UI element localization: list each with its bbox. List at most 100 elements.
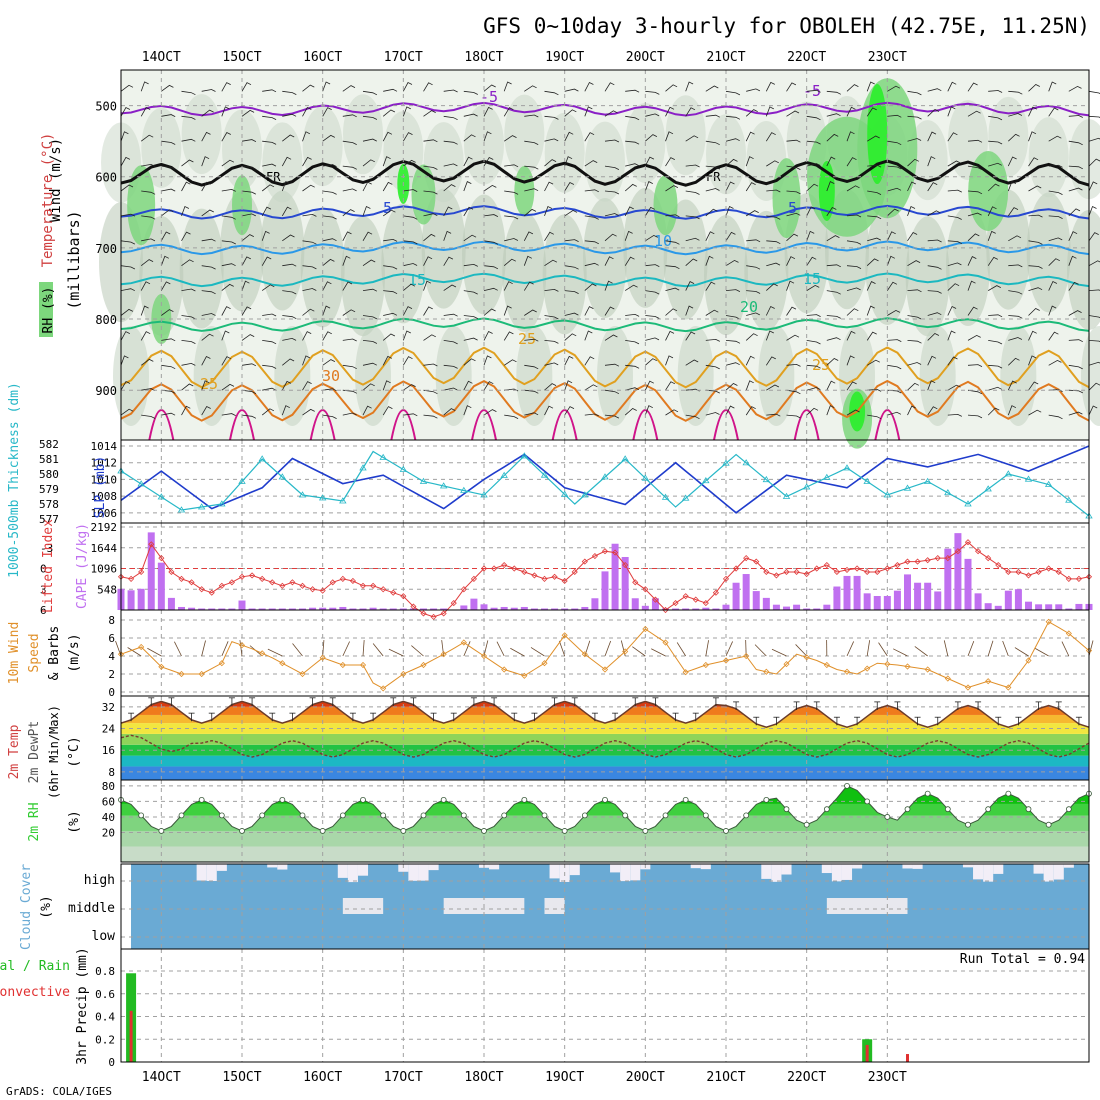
wind-barb xyxy=(771,648,787,657)
cape-bar xyxy=(228,608,236,610)
wind-barb xyxy=(1048,414,1063,420)
rh-point xyxy=(743,812,750,819)
wind-barb xyxy=(705,114,720,118)
ylabel-precip-total: Total / Rain xyxy=(0,959,70,974)
wind-barb xyxy=(120,331,130,341)
wind-barb xyxy=(372,643,384,657)
li-point xyxy=(1045,565,1052,572)
wind-barb xyxy=(665,131,674,142)
rh-point xyxy=(1025,806,1032,813)
x-tick-label-top: 22OCT xyxy=(787,50,826,65)
thickness-point xyxy=(238,477,246,484)
wind-barb xyxy=(745,406,756,416)
rh-shading xyxy=(300,207,345,328)
wind-barb xyxy=(524,338,539,342)
wind-barb xyxy=(746,290,761,294)
cloud-gap-high xyxy=(690,864,701,869)
wind-barb xyxy=(725,383,738,391)
wind-barb xyxy=(1061,641,1070,657)
wind-point xyxy=(218,660,225,667)
wind-barb xyxy=(584,132,595,142)
wind-barb xyxy=(625,313,640,317)
rh-shading xyxy=(758,325,795,426)
thickness-point xyxy=(399,465,408,472)
ylabel-wind: Wind (m/s) xyxy=(48,138,64,222)
wind-barb xyxy=(423,233,436,242)
wind-barb xyxy=(927,406,938,416)
wind-barb xyxy=(147,647,162,657)
wind-barb xyxy=(665,381,676,391)
isotherm-line xyxy=(120,159,1090,187)
wind-barb xyxy=(826,290,841,295)
wind-barb xyxy=(342,338,357,342)
wind-barb xyxy=(826,264,841,268)
wind-barb xyxy=(806,206,816,217)
wind-barb xyxy=(584,215,599,220)
wind-barb xyxy=(604,334,618,341)
wind-barb xyxy=(1008,290,1023,295)
li-point xyxy=(238,573,246,580)
wind-barb xyxy=(705,389,720,394)
thickness-point xyxy=(823,473,831,480)
wind-barb xyxy=(806,115,821,121)
wind-barb xyxy=(342,364,357,370)
wind-barb xyxy=(584,306,594,316)
wind-barb xyxy=(302,240,317,245)
wind-barb xyxy=(1028,214,1043,218)
li-point xyxy=(692,596,699,603)
wind-barb xyxy=(907,115,922,120)
wind-barb xyxy=(221,283,234,291)
wind-point xyxy=(1005,684,1012,691)
wind-barb xyxy=(1002,640,1009,657)
wind-barb xyxy=(403,189,418,192)
cloud-gap-high xyxy=(781,864,792,875)
wind-barb xyxy=(1008,357,1020,366)
wind-point xyxy=(178,670,185,678)
wind-barb xyxy=(201,109,214,117)
thickness-line xyxy=(120,450,1090,517)
cape-tick-label: 2192 xyxy=(91,521,118,534)
wind-barb xyxy=(463,290,478,295)
cape-bar xyxy=(672,608,680,610)
wind-barb xyxy=(362,383,375,391)
run-total: Run Total = 0.94 xyxy=(960,952,1085,967)
slp-tick-label: 1014 xyxy=(91,440,118,453)
wind-barb xyxy=(786,256,796,266)
wind-barb xyxy=(241,109,255,117)
wind-barb xyxy=(665,287,680,291)
wind-barb xyxy=(510,647,525,657)
wind-barb xyxy=(665,240,680,245)
rh-shading xyxy=(113,325,149,426)
cloud-gap-high xyxy=(357,864,369,876)
rh-shading xyxy=(421,188,466,309)
wind-barb xyxy=(140,81,149,92)
ylabel-temp: Temperature (°C) xyxy=(40,133,56,268)
cloud-gap-high xyxy=(277,864,288,870)
wind-barb xyxy=(967,414,983,419)
thickness-point xyxy=(923,477,932,484)
wind-point xyxy=(420,661,427,669)
li-point xyxy=(279,582,286,589)
wind-barb xyxy=(282,134,295,142)
wind-barb xyxy=(947,132,958,142)
precip-convective-bar xyxy=(129,1010,133,1062)
wind-barb xyxy=(907,362,922,366)
cloud-gap-high xyxy=(216,864,227,871)
thickness-point xyxy=(762,475,771,483)
wind-barb xyxy=(645,90,660,95)
li-point xyxy=(390,589,397,596)
wind-barb xyxy=(483,381,494,391)
wind-barb xyxy=(262,163,277,167)
wind-barb xyxy=(665,157,675,167)
x-tick-label: 15OCT xyxy=(222,1070,261,1085)
rh-shading xyxy=(1028,117,1069,198)
wind-barb xyxy=(624,408,637,416)
wind-barb xyxy=(181,159,194,167)
isotherm-line xyxy=(120,379,1090,422)
wind-barb xyxy=(1028,265,1043,269)
li-point xyxy=(309,586,316,593)
li-point xyxy=(975,548,982,555)
cloud-gap-high xyxy=(267,864,278,868)
wind-barb xyxy=(443,206,453,217)
wind-barb xyxy=(292,643,303,657)
